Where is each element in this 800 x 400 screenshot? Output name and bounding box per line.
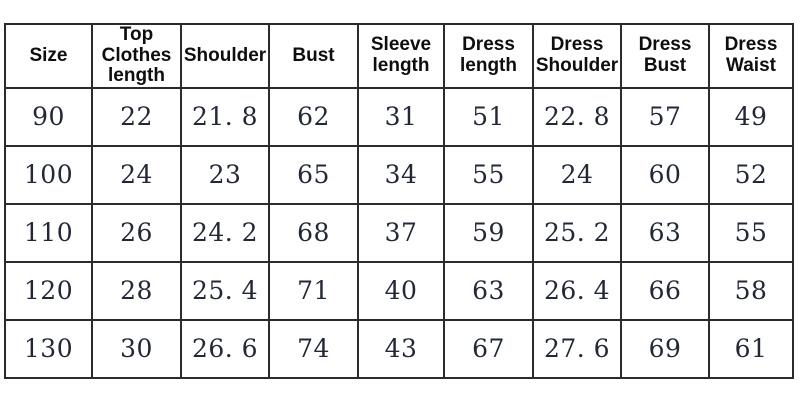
column-header-dress-waist: Dress Waist (708, 23, 794, 89)
cell-sleeve-length: 43 (357, 318, 445, 379)
cell-size: 130 (4, 318, 93, 379)
cell-dress-shoulder: 24 (532, 144, 622, 205)
size-chart-table: Size Top Clothes length Shoulder Bust Sl… (4, 23, 794, 379)
cell-bust: 74 (268, 318, 359, 379)
cell-shoulder: 21. 8 (180, 86, 270, 147)
cell-dress-length: 55 (443, 144, 534, 205)
cell-dress-bust: 66 (620, 260, 710, 321)
column-header-shoulder: Shoulder (180, 23, 270, 89)
cell-bust: 68 (268, 202, 359, 263)
cell-top-clothes-length: 24 (91, 144, 182, 205)
cell-bust: 62 (268, 86, 359, 147)
cell-size: 120 (4, 260, 93, 321)
cell-top-clothes-length: 30 (91, 318, 182, 379)
cell-size: 100 (4, 144, 93, 205)
cell-dress-waist: 58 (708, 260, 794, 321)
column-header-dress-length: Dress length (443, 23, 534, 89)
cell-dress-waist: 55 (708, 202, 794, 263)
cell-shoulder: 23 (180, 144, 270, 205)
cell-top-clothes-length: 26 (91, 202, 182, 263)
cell-dress-length: 63 (443, 260, 534, 321)
cell-dress-length: 59 (443, 202, 534, 263)
table-row-size-130: 130 30 26. 6 74 43 67 27. 6 69 61 (4, 318, 794, 379)
cell-dress-bust: 69 (620, 318, 710, 379)
cell-dress-waist: 49 (708, 86, 794, 147)
cell-sleeve-length: 31 (357, 86, 445, 147)
table-row-size-110: 110 26 24. 2 68 37 59 25. 2 63 55 (4, 202, 794, 263)
cell-dress-shoulder: 22. 8 (532, 86, 622, 147)
cell-dress-length: 67 (443, 318, 534, 379)
column-header-bust: Bust (268, 23, 359, 89)
cell-sleeve-length: 37 (357, 202, 445, 263)
cell-dress-bust: 60 (620, 144, 710, 205)
cell-dress-waist: 61 (708, 318, 794, 379)
column-header-sleeve-length: Sleeve length (357, 23, 445, 89)
cell-bust: 71 (268, 260, 359, 321)
cell-dress-length: 51 (443, 86, 534, 147)
table-row-size-120: 120 28 25. 4 71 40 63 26. 4 66 58 (4, 260, 794, 321)
cell-dress-bust: 63 (620, 202, 710, 263)
column-header-dress-bust: Dress Bust (620, 23, 710, 89)
column-header-size: Size (4, 23, 93, 89)
cell-sleeve-length: 34 (357, 144, 445, 205)
cell-shoulder: 25. 4 (180, 260, 270, 321)
cell-bust: 65 (268, 144, 359, 205)
cell-dress-shoulder: 25. 2 (532, 202, 622, 263)
header-row: Size Top Clothes length Shoulder Bust Sl… (4, 23, 794, 89)
cell-dress-shoulder: 27. 6 (532, 318, 622, 379)
cell-top-clothes-length: 22 (91, 86, 182, 147)
column-header-dress-shoulder: Dress Shoulder (532, 23, 622, 89)
cell-dress-shoulder: 26. 4 (532, 260, 622, 321)
table-row-size-100: 100 24 23 65 34 55 24 60 52 (4, 144, 794, 205)
cell-dress-bust: 57 (620, 86, 710, 147)
column-header-top-clothes-length: Top Clothes length (91, 23, 182, 89)
table-row-size-90: 90 22 21. 8 62 31 51 22. 8 57 49 (4, 86, 794, 147)
cell-dress-waist: 52 (708, 144, 794, 205)
cell-size: 90 (4, 86, 93, 147)
cell-top-clothes-length: 28 (91, 260, 182, 321)
cell-shoulder: 24. 2 (180, 202, 270, 263)
cell-shoulder: 26. 6 (180, 318, 270, 379)
cell-sleeve-length: 40 (357, 260, 445, 321)
cell-size: 110 (4, 202, 93, 263)
